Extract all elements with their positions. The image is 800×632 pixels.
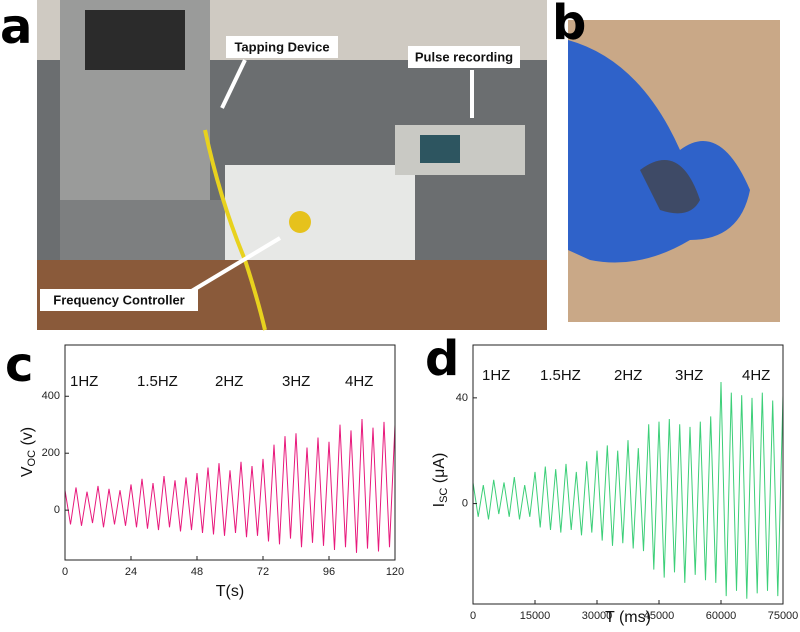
photo-base <box>60 200 230 270</box>
x-tick-label: 48 <box>191 566 203 578</box>
photo-a: Tapping Device Pulse recording Frequency… <box>37 0 547 331</box>
label-box <box>226 36 338 58</box>
x-tick-label: 24 <box>125 566 137 578</box>
x-tick-label: 15000 <box>520 610 551 622</box>
frequency-label: 1HZ <box>70 373 98 390</box>
frequency-label: 1HZ <box>482 367 510 384</box>
y-tick-label: 0 <box>462 497 468 509</box>
x-axis-title: T (ms) <box>605 609 651 626</box>
y-axis-title-part: (v) <box>19 427 36 450</box>
panel-letter: a <box>0 0 32 55</box>
x-tick-label: 30000 <box>582 610 613 622</box>
x-tick-label: 45000 <box>644 610 675 622</box>
frequency-label: 1.5HZ <box>137 373 178 390</box>
plot-frame <box>472 344 784 605</box>
photo-b <box>568 20 780 322</box>
frequency-label: 3HZ <box>282 373 310 390</box>
x-tick-label: 72 <box>257 566 269 578</box>
y-axis-title-part: SC <box>438 488 450 503</box>
photo-knob <box>289 211 311 233</box>
x-tick-label: 75000 <box>768 610 799 622</box>
arrow <box>220 59 247 109</box>
plot-frame <box>64 344 396 561</box>
y-tick-label: 40 <box>456 392 468 404</box>
y-axis-title-part: OC <box>26 450 38 467</box>
frequency-label: 4HZ <box>742 367 770 384</box>
y-tick-label: 400 <box>42 390 60 402</box>
panel-letter: c <box>5 337 33 393</box>
photo-label: Pulse recording <box>415 49 513 64</box>
panel-letter: d <box>425 331 459 387</box>
photo-label: Tapping Device <box>234 39 329 54</box>
x-axis-title: T(s) <box>216 583 244 600</box>
y-tick-label: 200 <box>42 447 60 459</box>
photo-cable <box>203 129 267 331</box>
y-axis-title-part: (μA) <box>431 453 448 488</box>
photo-plate <box>85 10 185 70</box>
frequency-label: 2HZ <box>614 367 642 384</box>
y-axis-title: ISC (μA) <box>431 453 450 508</box>
photo-controller <box>225 165 415 260</box>
signal-line <box>472 381 784 599</box>
photo-label: Frequency Controller <box>53 292 184 307</box>
x-tick-label: 60000 <box>706 610 737 622</box>
x-tick-label: 120 <box>386 566 404 578</box>
y-axis-title-part: V <box>19 466 36 477</box>
y-axis-title-part: I <box>431 503 448 507</box>
label-box <box>40 289 198 311</box>
photo-glove <box>568 40 750 263</box>
photo-film <box>640 160 700 214</box>
frequency-label: 2HZ <box>215 373 243 390</box>
x-tick-label: 0 <box>62 566 68 578</box>
frequency-label: 4HZ <box>345 373 373 390</box>
arrow <box>188 236 282 294</box>
y-tick-label: 0 <box>54 504 60 516</box>
x-tick-label: 0 <box>470 610 476 622</box>
label-box <box>408 46 520 68</box>
x-tick-label: 96 <box>323 566 335 578</box>
signal-line <box>64 418 396 553</box>
y-axis-title: VOC (v) <box>19 427 38 477</box>
frequency-label: 3HZ <box>675 367 703 384</box>
panel-letter: b <box>552 0 586 51</box>
photo-screen <box>420 135 460 163</box>
frequency-label: 1.5HZ <box>540 367 581 384</box>
